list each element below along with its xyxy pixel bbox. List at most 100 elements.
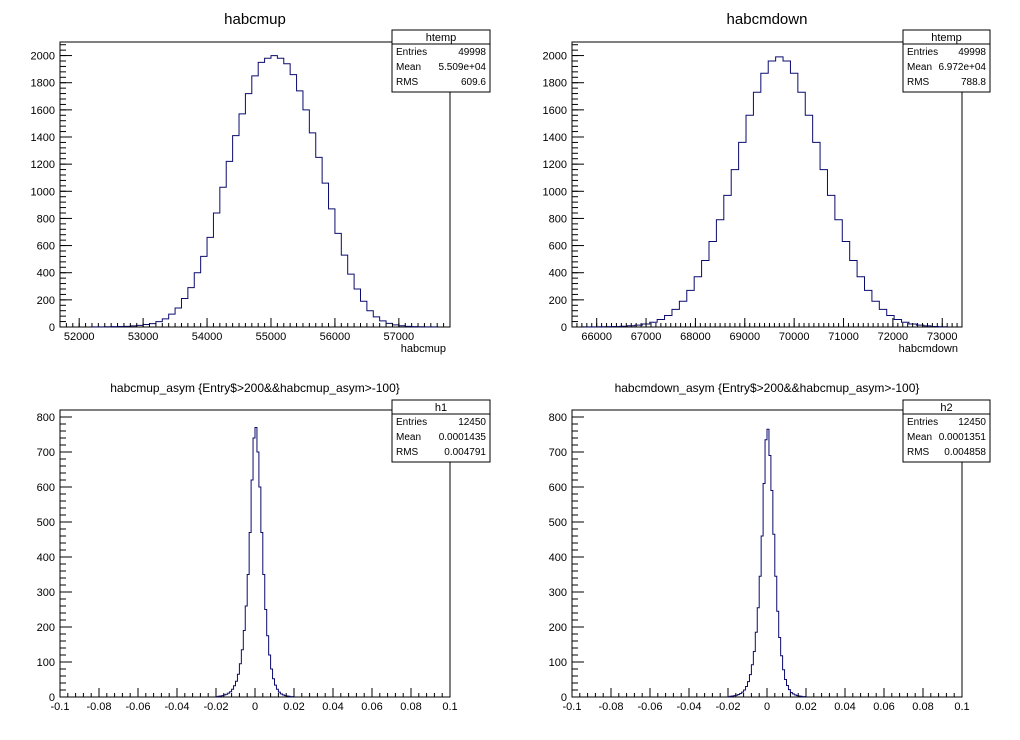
x-tick-label: 73000 [927,331,958,343]
y-tick-label: 700 [37,447,55,459]
y-tick-label: 1600 [31,105,55,117]
x-tick-label: -0.08 [598,701,623,713]
stats-row-label: Mean [396,62,421,73]
pad-habcmdown-asym: habcmdown_asym {Entry$>200&&habcmup_asym… [549,381,991,713]
stats-row-label: Mean [396,432,421,443]
y-tick-label: 0 [49,322,55,334]
y-tick-label: 400 [549,268,567,280]
stats-row-label: RMS [396,77,419,88]
x-axis-label: habcmdown [899,343,958,355]
y-tick-label: 800 [549,213,567,225]
x-tick-label: 57000 [384,331,415,343]
x-tick-label: 70000 [779,331,810,343]
stats-row-label: RMS [907,77,930,88]
stats-row-label: RMS [396,447,419,458]
histogram-line [91,55,438,328]
y-tick-label: 800 [37,213,55,225]
x-tick-label: 71000 [828,331,859,343]
x-tick-label: 66000 [581,331,612,343]
y-tick-label: 2000 [31,51,55,63]
stats-box-frame [391,399,491,463]
chart-title: habcmdown_asym {Entry$>200&&habcmup_asym… [615,381,920,395]
y-tick-label: 1400 [31,132,55,144]
y-tick-label: 500 [549,517,567,529]
x-tick-label: -0.04 [164,701,189,713]
y-tick-label: 200 [549,622,567,634]
x-tick-label: 0.02 [283,701,304,713]
y-tick-label: 200 [37,622,55,634]
stats-row-label: Mean [907,432,932,443]
plot-frame [59,41,451,328]
stats-box-frame [391,29,491,93]
x-tick-label: 0.1 [954,701,969,713]
chart-title: habcmup_asym {Entry$>200&&habcmup_asym>-… [110,381,400,395]
y-tick-label: 200 [549,295,567,307]
stats-row-value: 5.509e+04 [438,62,486,73]
y-tick-label: 0 [49,692,55,704]
y-tick-label: 1800 [543,78,567,90]
y-tick-label: 600 [37,241,55,253]
stats-row-value: 0.004858 [944,447,986,458]
pad-habcmup: habcmup 52000 53000 54000 55000 56000 57000 0 20… [31,11,491,355]
stats-row-value: 0.0001435 [439,432,487,443]
stats-row-value: 609.6 [461,77,486,88]
y-tick-label: 0 [561,692,567,704]
stats-row-value: 0.0001351 [939,432,987,443]
y-tick-label: 1000 [543,186,567,198]
y-tick-label: 1200 [543,159,567,171]
y-tick-label: 1800 [31,78,55,90]
histogram-line [215,427,295,698]
stats-box-frame [902,29,991,93]
stats-row-label: Entries [396,417,427,428]
x-tick-label: -0.04 [676,701,701,713]
plot-frame [571,41,963,328]
y-tick-label: 800 [37,412,55,424]
y-tick-label: 400 [549,552,567,564]
stats-row-value: 12450 [958,417,986,428]
y-tick-label: 1000 [31,186,55,198]
x-tick-label: 0.02 [795,701,816,713]
stats-box: htemp Entries 49998 Mean 6.972e+04 RMS 788.8 [902,29,991,93]
x-tick-label: 0 [764,701,770,713]
stats-row-value: 12450 [458,417,486,428]
stats-box: htemp Entries 49998 Mean 5.509e+04 RMS 609.6 [391,29,491,93]
x-tick-label: 67000 [631,331,662,343]
y-tick-label: 600 [549,241,567,253]
y-tick-label: 700 [549,447,567,459]
stats-box-title: htemp [931,32,962,44]
x-tick-label: 54000 [192,331,223,343]
y-tick-label: 300 [549,587,567,599]
x-tick-label: 0 [252,701,258,713]
x-tick-label: 56000 [320,331,351,343]
stats-row-value: 49998 [458,47,486,58]
stats-row-label: RMS [907,447,930,458]
x-axis-label: habcmup [401,343,446,355]
x-tick-label: 0.06 [873,701,894,713]
x-tick-label: -0.08 [86,701,111,713]
x-tick-label: 0.08 [912,701,933,713]
x-tick-label: 52000 [64,331,95,343]
stats-row-label: Entries [907,47,938,58]
y-tick-label: 100 [549,657,567,669]
x-tick-label: 0.08 [400,701,421,713]
y-tick-label: 1600 [543,105,567,117]
stats-row-value: 0.004791 [444,447,486,458]
x-tick-label: 53000 [128,331,159,343]
chart-title: habcmdown [727,11,808,28]
x-tick-label: 0.06 [361,701,382,713]
stats-row-label: Entries [907,417,938,428]
stats-row-label: Mean [907,62,932,73]
x-tick-label: 72000 [878,331,909,343]
x-tick-label: 0.04 [834,701,855,713]
y-tick-label: 1400 [543,132,567,144]
x-tick-label: -0.06 [125,701,150,713]
y-tick-label: 1200 [31,159,55,171]
x-tick-label: -0.02 [203,701,228,713]
stats-row-value: 788.8 [961,77,986,88]
histogram-line [582,56,947,328]
y-tick-label: 100 [37,657,55,669]
histogram-line [727,428,807,698]
chart-title: habcmup [224,11,286,28]
